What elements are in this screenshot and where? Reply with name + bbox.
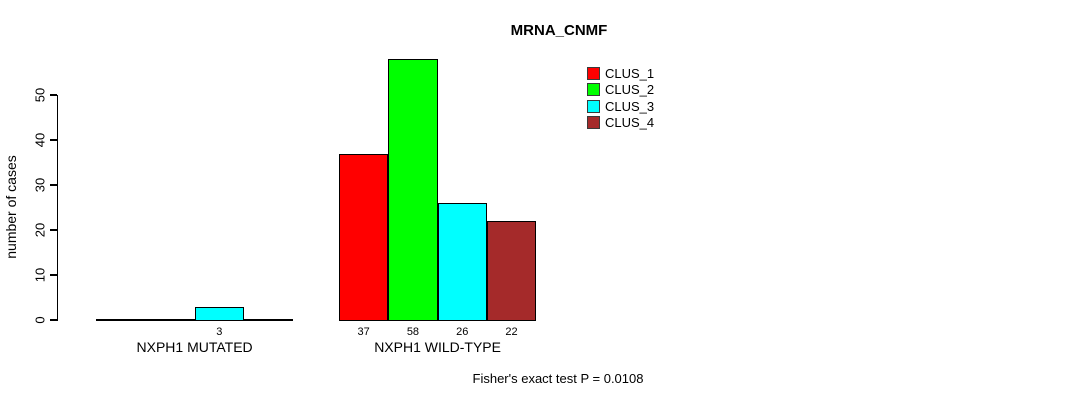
chart-title: MRNA_CNMF [510,22,608,39]
legend: CLUS_1 CLUS_2 CLUS_3 CLUS_4 [587,65,654,131]
bar-CLUS_3 [437,203,487,321]
y-tick-mark [50,229,57,231]
bar-CLUS_4 [486,221,537,321]
y-tick-mark [50,319,57,321]
legend-color-swatch [587,99,600,113]
y-axis-label: number of cases [3,155,19,259]
bar-value-label: 37 [357,326,370,338]
bar-value-label: 26 [456,326,469,338]
legend-item: CLUS_1 [587,65,654,82]
legend-item: CLUS_4 [587,115,654,132]
y-tick-mark [50,184,57,186]
y-tick-label: 0 [32,316,48,324]
legend-label: CLUS_2 [605,82,655,98]
x-group-label-wild-type: NXPH1 WILD-TYPE [374,339,501,355]
bar-CLUS_3 [194,306,244,321]
legend-color-swatch [587,83,600,97]
bar-value-label: 3 [216,326,223,338]
y-tick-mark [50,274,57,276]
y-tick-label: 50 [32,87,48,103]
legend-item: CLUS_2 [587,82,654,99]
x-group-label-mutated: NXPH1 MUTATED [136,339,253,355]
legend-color-swatch [587,66,600,80]
y-tick-label: 10 [32,267,48,283]
y-tick-label: 40 [32,132,48,148]
legend-color-swatch [587,116,600,130]
bar-CLUS_1 [339,153,389,321]
bar-value-label: 22 [505,326,518,338]
y-axis-line [56,95,58,321]
y-tick-mark [50,94,57,96]
legend-label: CLUS_4 [605,115,655,131]
y-tick-label: 30 [32,177,48,193]
legend-item: CLUS_3 [587,98,654,115]
legend-label: CLUS_1 [605,65,655,81]
legend-label: CLUS_3 [605,98,655,114]
y-tick-label: 20 [32,222,48,238]
y-tick-mark [50,139,57,141]
fisher-test-annotation: Fisher's exact test P = 0.0108 [472,371,644,386]
bar-value-label: 58 [406,326,420,338]
bar-CLUS_2 [388,59,438,321]
